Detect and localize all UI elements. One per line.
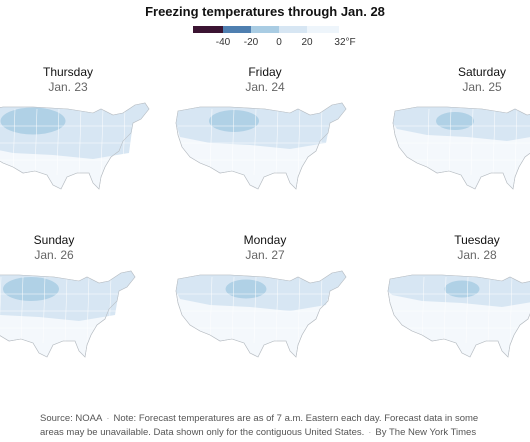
us-map-tuesday (387, 274, 530, 358)
us-map-thursday (0, 102, 150, 190)
us-border (392, 106, 530, 190)
state-border (34, 108, 38, 176)
legend-tick-20: 20 (301, 37, 313, 48)
us-border (0, 270, 136, 358)
legend-tick-0: 0 (276, 37, 282, 48)
legend-swatch-below-minus-40 (193, 26, 223, 33)
cold-core-area (436, 112, 474, 130)
state-border (275, 276, 279, 344)
legend-swatch-minus-40-to-minus-20 (223, 26, 251, 33)
graphic-title: Freezing temperatures through Jan. 28 (145, 4, 385, 19)
legend-tick-minus-40: -40 (215, 37, 231, 48)
temperature-legend: -40 -20 0 20 32°F (193, 26, 363, 56)
state-border (421, 276, 425, 344)
state-border (122, 108, 126, 176)
legend-tick-32: 32°F (334, 37, 356, 48)
map-panel-sunday: Sunday Jan. 26 (0, 233, 149, 393)
state-border (492, 108, 496, 176)
us-border (175, 102, 347, 190)
footer-note: Source: NOAA · Note: Forecast temperatures… (40, 413, 479, 438)
cold-core-area (0, 107, 66, 135)
state-border (319, 108, 323, 176)
state-border (443, 276, 447, 344)
panel-date: Jan. 26 (34, 248, 74, 262)
legend-swatch-0-to-20 (279, 26, 307, 33)
map-panel-saturday: Saturday Jan. 25 (387, 65, 530, 225)
state-border (0, 276, 2, 319)
panel-day: Tuesday (454, 233, 500, 247)
panel-day: Friday (248, 65, 282, 79)
panel-day: Thursday (42, 65, 94, 79)
state-border (253, 108, 257, 176)
state-border (509, 276, 513, 344)
byline: By The New York Times (375, 427, 477, 438)
legend-color-bar (193, 26, 339, 33)
legend-swatch-20-to-32 (307, 26, 339, 33)
state-border (209, 276, 213, 344)
state-border (86, 276, 90, 344)
panel-date: Jan. 25 (462, 80, 502, 94)
panel-date: Jan. 28 (457, 248, 497, 262)
map-panel-friday: Friday Jan. 24 (170, 65, 360, 225)
state-border (209, 108, 213, 176)
source-credit: Source: NOAA (40, 413, 103, 424)
state-border (231, 276, 235, 344)
forecast-note: Note: Forecast temperatures are as of 7 … (40, 413, 479, 438)
state-border (487, 276, 491, 344)
us-map-saturday (392, 106, 530, 190)
cold-core-area (225, 279, 267, 299)
state-border (12, 108, 16, 176)
map-panel-monday: Monday Jan. 27 (170, 233, 360, 393)
state-border (297, 276, 301, 344)
panel-day: Sunday (33, 233, 75, 247)
state-border (20, 276, 24, 344)
panel-day: Saturday (457, 65, 507, 79)
state-border (514, 108, 518, 176)
us-map-monday (175, 270, 347, 358)
state-border (42, 276, 46, 344)
map-panel-tuesday: Tuesday Jan. 28 (382, 233, 530, 393)
state-border (275, 108, 279, 176)
cold-core-area (3, 277, 59, 301)
panel-date: Jan. 24 (245, 80, 285, 94)
state-border (253, 276, 257, 344)
state-border (465, 276, 469, 344)
state-border (470, 108, 474, 176)
legend-swatch-minus-20-to-0 (251, 26, 279, 33)
state-border (319, 276, 323, 344)
us-map-friday (175, 102, 347, 190)
state-border (56, 108, 60, 176)
us-map-sunday (0, 270, 136, 358)
state-border (297, 108, 301, 176)
state-border (231, 108, 235, 176)
state-border (78, 108, 82, 176)
panel-date: Jan. 23 (48, 80, 88, 94)
panel-date: Jan. 27 (245, 248, 285, 262)
state-border (426, 108, 430, 176)
cold-core-area (444, 280, 480, 298)
panel-day: Monday (243, 233, 287, 247)
map-panel-thursday: Thursday Jan. 23 (0, 65, 163, 225)
us-border (0, 102, 150, 190)
state-border (64, 276, 68, 344)
us-border (175, 270, 347, 358)
us-border (387, 274, 530, 358)
state-border (448, 108, 452, 176)
state-border (108, 276, 112, 344)
state-border (100, 108, 104, 176)
cold-core-area (209, 110, 259, 132)
legend-tick-minus-20: -20 (243, 37, 259, 48)
